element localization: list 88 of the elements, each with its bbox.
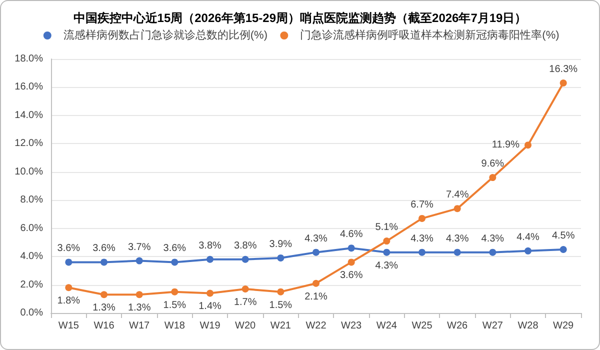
point xyxy=(524,247,532,254)
point xyxy=(312,248,320,256)
data-label: 1.5% xyxy=(163,300,186,311)
y-tick-label: 16.0% xyxy=(14,82,44,93)
data-label: 4.6% xyxy=(340,229,363,240)
x-tick-label: W23 xyxy=(341,320,362,332)
point xyxy=(171,258,178,266)
point xyxy=(171,288,178,296)
y-tick-label: 8.0% xyxy=(20,194,44,206)
x-tick-label: W24 xyxy=(376,320,398,332)
data-label: 3.8% xyxy=(198,240,222,252)
data-label: 4.4% xyxy=(516,232,540,243)
y-tick-label: 4.0% xyxy=(20,251,44,262)
point xyxy=(65,284,72,292)
data-label: 2.1% xyxy=(304,291,328,302)
point xyxy=(418,214,426,222)
point xyxy=(277,288,284,296)
data-label: 9.6% xyxy=(481,158,504,170)
x-tick-label: W15 xyxy=(58,320,80,332)
point xyxy=(136,291,143,298)
x-tick-label: W17 xyxy=(129,320,150,332)
data-label: 6.7% xyxy=(410,199,434,210)
data-label: 3.7% xyxy=(128,242,151,253)
point xyxy=(560,79,567,86)
point xyxy=(348,244,355,252)
x-tick-label: W27 xyxy=(482,320,504,332)
data-label: 4.3% xyxy=(375,260,398,272)
x-tick-label: W29 xyxy=(553,320,574,332)
data-label: 4.3% xyxy=(304,233,328,244)
y-tick-label: 2.0% xyxy=(20,279,44,290)
data-label: 3.9% xyxy=(269,238,292,250)
point xyxy=(100,291,108,298)
legend-label: 门急诊流感样病例呼吸道样本检测新冠病毒阳性率(%) xyxy=(300,28,560,42)
point xyxy=(524,142,532,149)
point xyxy=(277,254,284,262)
x-tick-label: W22 xyxy=(306,320,327,332)
data-label: 1.7% xyxy=(234,297,257,308)
point xyxy=(454,205,461,212)
data-label: 16.3% xyxy=(549,64,578,75)
y-tick-label: 12.0% xyxy=(14,138,44,150)
data-label: 5.1% xyxy=(375,222,398,234)
data-label: 11.9% xyxy=(492,140,520,151)
data-label: 3.6% xyxy=(92,243,116,254)
data-label: 7.4% xyxy=(446,190,469,201)
data-label: 1.5% xyxy=(269,300,292,311)
point xyxy=(489,174,496,182)
x-tick-label: W20 xyxy=(235,320,256,332)
point xyxy=(418,248,426,256)
x-tick-label: W25 xyxy=(412,320,433,332)
data-label: 4.3% xyxy=(410,233,434,244)
y-tick-label: 6.0% xyxy=(20,222,44,234)
x-tick-label: W21 xyxy=(270,320,292,332)
data-label: 3.6% xyxy=(163,243,186,254)
x-tick-label: W18 xyxy=(164,320,186,332)
x-tick-label: W19 xyxy=(200,320,221,332)
data-label: 1.4% xyxy=(198,301,222,312)
point xyxy=(312,280,320,287)
point xyxy=(489,248,496,256)
data-label: 1.3% xyxy=(128,302,151,314)
y-tick-label: 0.0% xyxy=(20,308,44,318)
data-label: 1.8% xyxy=(57,296,80,307)
y-tick-label: 18.0% xyxy=(14,54,44,64)
data-label: 1.3% xyxy=(92,302,116,314)
point xyxy=(560,246,567,253)
point xyxy=(206,256,214,263)
data-label: 3.6% xyxy=(57,243,80,254)
point xyxy=(100,258,108,266)
chart-title: 中国疾控中心近15周（2026年第15-29周）哨点医院监测趋势（截至2026年7月19日） xyxy=(73,11,527,25)
point xyxy=(348,258,355,266)
point xyxy=(454,248,461,256)
point xyxy=(242,286,249,293)
data-label: 4.3% xyxy=(481,233,504,244)
x-tick-label: W28 xyxy=(518,320,539,332)
point xyxy=(242,256,249,263)
point xyxy=(206,290,214,297)
data-label: 3.6% xyxy=(340,270,363,282)
data-label: 3.8% xyxy=(234,240,257,252)
point xyxy=(383,248,390,256)
x-tick-label: W26 xyxy=(447,320,468,332)
x-tick-label: W16 xyxy=(94,320,115,332)
legend-label: 流感样病例数占门急诊就诊总数的比例(%) xyxy=(63,28,268,42)
y-tick-label: 10.0% xyxy=(14,166,44,178)
data-label: 4.3% xyxy=(446,233,469,244)
point xyxy=(136,257,143,264)
y-tick-label: 14.0% xyxy=(14,110,44,121)
point xyxy=(383,238,390,245)
data-label: 4.5% xyxy=(552,230,575,242)
point xyxy=(65,258,72,266)
